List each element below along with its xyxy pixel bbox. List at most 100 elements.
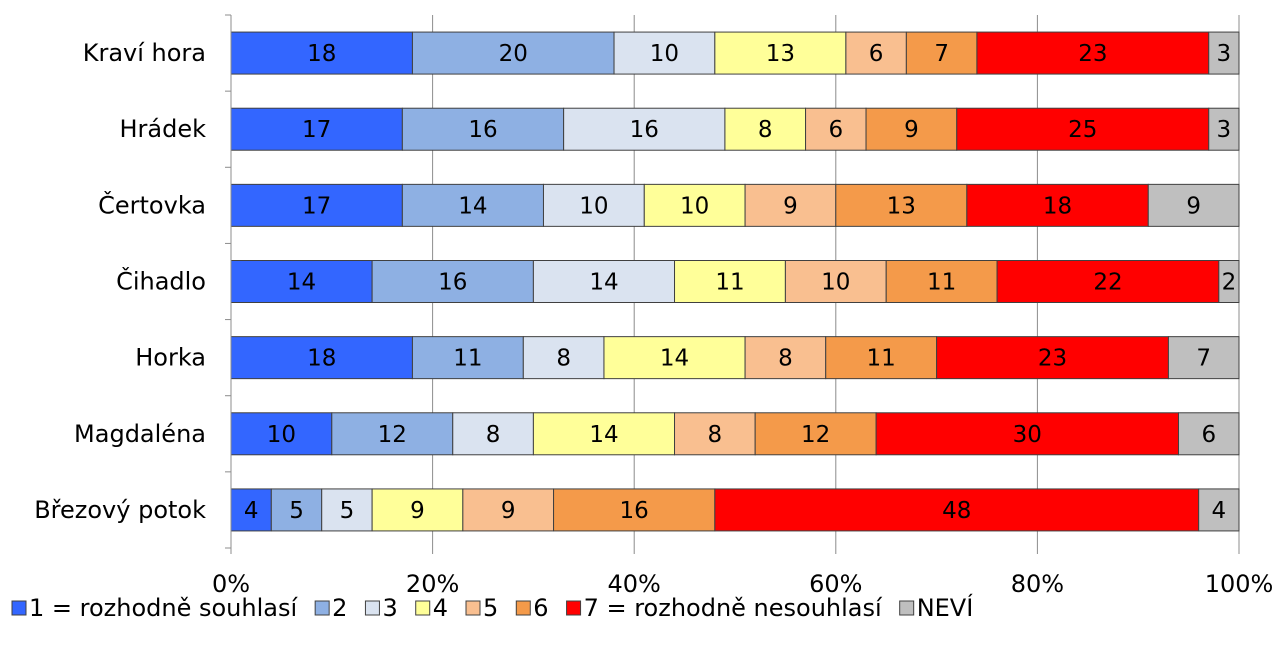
data-label: 14: [660, 346, 689, 372]
bar-segment: [805, 107, 867, 151]
data-label: 8: [758, 117, 773, 143]
data-label: 3: [1217, 117, 1232, 143]
bar-segment: [1218, 260, 1240, 303]
bar-segment: [532, 412, 676, 456]
data-label: 13: [766, 41, 795, 67]
bar-segment: [542, 183, 645, 227]
category-label: Magdaléna: [74, 420, 206, 448]
data-label: 10: [680, 193, 709, 219]
data-label: 11: [715, 270, 744, 296]
legend-swatch: [566, 600, 582, 616]
bar-segment: [1208, 31, 1240, 75]
bar-segment: [230, 336, 413, 380]
data-label: 9: [410, 498, 425, 524]
data-label: 7: [934, 41, 949, 67]
data-label: 16: [620, 498, 649, 524]
bar-segment: [371, 260, 534, 303]
bar-segment: [613, 31, 716, 75]
category-label: Březový potok: [34, 496, 206, 524]
data-label: 17: [302, 193, 331, 219]
axes: 0% 20% 40% 60% 80% 100% Kraví hora Hrádek Čertov…: [34, 14, 1273, 598]
data-label: 11: [867, 346, 896, 372]
legend-label: 2: [332, 594, 347, 622]
bar-segment: [936, 336, 1169, 380]
x-tick-label: 80%: [1011, 570, 1064, 598]
legend-swatch: [364, 600, 380, 616]
bar-segment: [603, 336, 746, 380]
bar-segment: [976, 31, 1210, 75]
bar-segment: [714, 31, 847, 75]
x-tick-label: 0%: [212, 570, 250, 598]
data-label: 16: [438, 270, 467, 296]
bars: 18 20 10 13 6 7 23 317 16 16 8 6 9 25 317 14 10 10 9 13 18 91…: [230, 31, 1240, 532]
data-label: 8: [486, 422, 501, 448]
data-label: 2: [1222, 270, 1237, 296]
data-label: 8: [778, 346, 793, 372]
data-label: 3: [1217, 41, 1232, 67]
bar-segment: [1198, 488, 1240, 532]
data-label: 9: [904, 117, 919, 143]
bar-segment: [401, 183, 544, 227]
legend: 1 = rozhodně souhlasí 2 3 4 5 6 7 = rozhodně n…: [11, 593, 974, 622]
category-label: Čihadlo: [116, 266, 206, 296]
bar-segment: [643, 183, 746, 227]
category-label: Kraví hora: [83, 39, 206, 67]
bar-segment: [563, 107, 726, 151]
legend-label: 1 = rozhodně souhlasí: [29, 594, 298, 622]
bar-segment: [411, 336, 524, 380]
data-label: 25: [1068, 117, 1097, 143]
data-label: 14: [589, 270, 618, 296]
legend-swatch: [314, 600, 330, 616]
data-label: 4: [1212, 498, 1227, 524]
data-label: 7: [1196, 346, 1211, 372]
data-label: 11: [453, 346, 482, 372]
data-label: 18: [307, 346, 336, 372]
data-label: 22: [1093, 270, 1122, 296]
bar-segment: [1208, 107, 1240, 151]
data-label: 48: [942, 498, 971, 524]
bar-segment: [331, 412, 454, 456]
bar-segment: [1167, 336, 1240, 380]
bar-segment: [835, 183, 968, 227]
legend-swatch: [465, 600, 481, 616]
data-label: 6: [828, 117, 843, 143]
bar-segment: [230, 183, 403, 227]
data-label: 5: [340, 498, 355, 524]
bar-segment: [522, 336, 605, 380]
data-label: 23: [1078, 41, 1107, 67]
x-tick-label: 40%: [608, 570, 661, 598]
category-label: Horka: [135, 344, 206, 372]
data-label: 17: [302, 117, 331, 143]
data-label: 12: [378, 422, 407, 448]
bar-segment: [825, 336, 938, 380]
data-label: 10: [821, 270, 850, 296]
data-label: 23: [1038, 346, 1067, 372]
bar-segment: [784, 260, 887, 303]
bar-segment: [674, 412, 756, 456]
bar-segment: [371, 488, 464, 532]
data-label: 18: [1043, 193, 1072, 219]
bar-segment: [754, 412, 877, 456]
bar-segment: [845, 31, 907, 75]
legend-label: 5: [483, 594, 498, 622]
bar-segment: [956, 107, 1210, 151]
data-label: 16: [630, 117, 659, 143]
bar-segment: [1147, 183, 1240, 227]
legend-label: NEVÍ: [917, 593, 974, 622]
data-label: 5: [289, 498, 304, 524]
data-label: 4: [244, 498, 259, 524]
bar-segment: [744, 183, 837, 227]
bar-segment: [1178, 412, 1240, 456]
bar-segment: [270, 488, 323, 532]
legend-label: 7 = rozhodně nesouhlasí: [584, 594, 883, 622]
bar-segment: [966, 183, 1149, 227]
legend-swatch: [515, 600, 531, 616]
bar-segment: [532, 260, 676, 303]
legend-label: 3: [382, 594, 397, 622]
data-label: 6: [1201, 422, 1216, 448]
data-label: 10: [579, 193, 608, 219]
data-label: 6: [869, 41, 884, 67]
data-label: 18: [307, 41, 336, 67]
data-label: 30: [1013, 422, 1042, 448]
data-label: 10: [267, 422, 296, 448]
